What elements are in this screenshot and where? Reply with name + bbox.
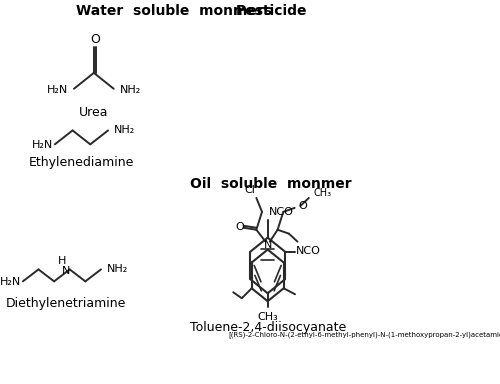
Text: H₂N: H₂N — [32, 140, 54, 151]
Text: Water  soluble  monmers: Water soluble monmers — [76, 4, 272, 18]
Text: O: O — [235, 222, 244, 232]
Text: N: N — [62, 266, 70, 276]
Text: NH₂: NH₂ — [106, 265, 128, 275]
Text: Toluene-2,4-diisocyanate: Toluene-2,4-diisocyanate — [190, 321, 346, 334]
Text: O: O — [90, 33, 100, 46]
Text: Pesticide: Pesticide — [236, 4, 307, 18]
Text: N: N — [264, 240, 272, 250]
Text: NH₂: NH₂ — [114, 126, 135, 136]
Text: Oil  soluble  monmer: Oil soluble monmer — [190, 177, 352, 191]
Text: Cl: Cl — [244, 185, 255, 195]
Text: NCO: NCO — [269, 207, 294, 217]
Text: NH₂: NH₂ — [120, 85, 141, 95]
Text: H₂N: H₂N — [47, 85, 68, 95]
Text: H₂N: H₂N — [0, 277, 22, 287]
Text: H: H — [58, 257, 66, 266]
Text: Urea: Urea — [79, 106, 108, 119]
Text: Ethylenediamine: Ethylenediamine — [29, 156, 134, 169]
Text: O: O — [298, 201, 307, 211]
Text: Diethylenetriamine: Diethylenetriamine — [6, 297, 126, 310]
Text: NCO: NCO — [296, 246, 321, 256]
Text: CH₃: CH₃ — [258, 312, 278, 322]
Text: CH₃: CH₃ — [313, 188, 331, 198]
Text: [(RS)-2-Chloro-N-(2-ethyl-6-methyl-phenyl)-N-(1-methoxypropan-2-yl)acetamide]: [(RS)-2-Chloro-N-(2-ethyl-6-methyl-pheny… — [228, 331, 500, 338]
